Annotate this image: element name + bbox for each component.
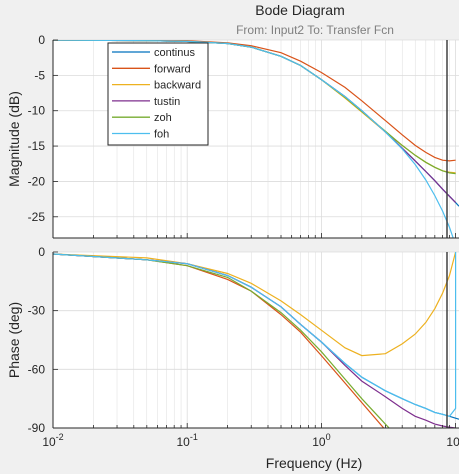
figure-title: Bode Diagram [255, 2, 345, 18]
phase-lines [53, 252, 459, 428]
phase-line-forward [53, 253, 385, 428]
legend-label-tustin: tustin [154, 96, 180, 108]
magnitude-ylabel: Magnitude (dB) [6, 91, 22, 187]
legend-label-foh: foh [154, 129, 169, 141]
phase-y-tick-label: 0 [38, 245, 45, 259]
phase-x-tick-label: 101 [446, 432, 459, 449]
phase-ylabel: Phase (deg) [6, 302, 22, 378]
phase-y-tick-label: -60 [28, 362, 46, 376]
phase-line-backward [53, 252, 457, 357]
magnitude-y-tick-label: -20 [28, 174, 46, 188]
phase-xlabel: Frequency (Hz) [266, 455, 362, 471]
magnitude-line-forward [53, 40, 456, 162]
phase-line-zoh [53, 253, 390, 428]
magnitude-y-tick-label: -5 [34, 68, 45, 82]
phase-y-tick-label: -90 [28, 421, 46, 435]
legend-label-backward: backward [154, 80, 201, 92]
legend-label-forward: forward [154, 63, 191, 75]
magnitude-y-tick-label: -15 [28, 139, 46, 153]
legend-label-continus: continus [154, 47, 195, 59]
figure-subtitle: From: Input2 To: Transfer Fcn [236, 23, 394, 37]
legend-label-zoh: zoh [154, 112, 172, 124]
phase-y-tick-label: -30 [28, 304, 46, 318]
phase-x-tick-label: 10-2 [42, 432, 63, 449]
legend: continus forward backward tustin zoh foh [107, 42, 209, 146]
legend-items: continus forward backward tustin zoh foh [112, 47, 201, 141]
magnitude-y-tick-label: -10 [28, 104, 46, 118]
magnitude-line-foh [53, 40, 454, 238]
phase-axes-background [53, 252, 459, 428]
phase-x-tick-label: 10-1 [177, 432, 198, 449]
magnitude-ticks: 0 -5 -10 -15 -20 -25 [28, 33, 457, 238]
phase-x-tick-label: 100 [312, 432, 330, 449]
magnitude-y-tick-label: -25 [28, 210, 46, 224]
phase-line-foh [53, 252, 457, 417]
magnitude-y-tick-label: 0 [38, 33, 45, 47]
magnitude-panel: 0 -5 -10 -15 -20 -25 Magnitude (dB) continus f… [6, 33, 459, 239]
magnitude-lines [53, 40, 459, 238]
legend-box [107, 42, 209, 146]
